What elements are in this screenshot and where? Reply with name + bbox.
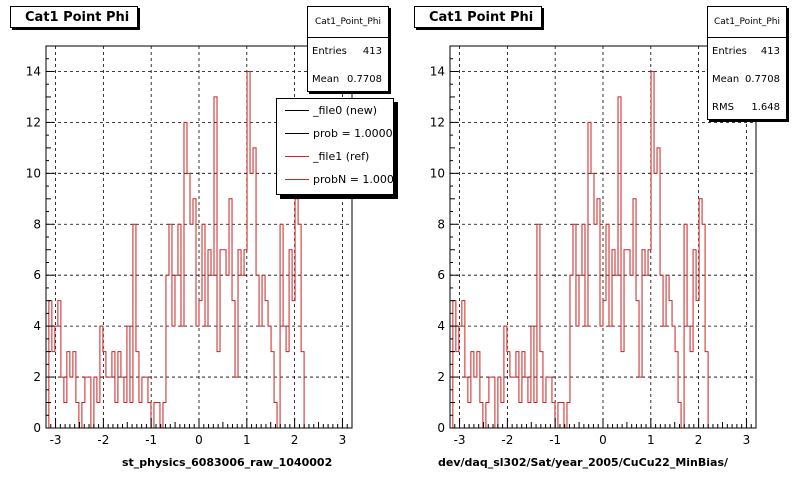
left-y-tick-label: 4 (33, 319, 41, 333)
left-chart-title: Cat1 Point Phi (10, 6, 138, 28)
left-stats-mean-row: Mean 0.7708 (308, 66, 388, 94)
legend-label-file1: _file1 (ref) (313, 150, 370, 163)
left-y-tick-label: 6 (33, 268, 41, 282)
right-y-tick-label: 10 (430, 166, 445, 180)
left-x-tick-label: -2 (97, 433, 109, 447)
legend-label-file0: _file0 (new) (313, 104, 378, 117)
left-x-axis-label: st_physics_6083006_raw_1040002 (122, 456, 333, 469)
left-stats-entries-row: Entries 413 (308, 38, 388, 66)
right-chart-title: Cat1 Point Phi (414, 6, 542, 28)
legend-entry-prob: prob = 1.000000 (277, 122, 393, 145)
left-histogram-panel: 0 2 4 6 8 10 12 14 -3 -2 -1 0 1 2 3 Cat1 Point Phi Cat… (10, 6, 394, 469)
left-legend-box: _file0 (new) prob = 1.000000 _file1 (ref… (276, 98, 394, 195)
legend-swatch-probn (285, 179, 309, 180)
right-y-tick-label: 14 (430, 64, 445, 78)
right-y-tick-label: 0 (437, 421, 445, 435)
left-y-tick-label: 10 (26, 166, 41, 180)
left-stats-mean-label: Mean (312, 74, 340, 85)
legend-entry-file0: _file0 (new) (277, 99, 393, 122)
right-stats-title: Cat1_Point_Phi (708, 7, 786, 38)
right-stats-mean-row: Mean 0.7708 (708, 66, 786, 94)
right-x-tick-label: 2 (695, 433, 703, 447)
right-x-tick-label: -1 (549, 433, 561, 447)
right-x-tick-label: -2 (501, 433, 513, 447)
left-y-tick-label: 12 (26, 115, 41, 129)
right-stats-mean-label: Mean (712, 74, 740, 85)
left-y-tick-label: 8 (33, 217, 41, 231)
left-stats-box: Cat1_Point_Phi Entries 413 Mean 0.7708 (307, 6, 389, 92)
right-histogram-series-0 (452, 70, 709, 429)
right-histogram-panel: 0 2 4 6 8 10 12 14 -3 -2 -1 0 1 2 3 Cat1 Point Phi Cat… (404, 0, 800, 480)
right-stats-entries-value: 413 (760, 46, 780, 57)
right-x-tick-label: 1 (647, 433, 655, 447)
left-stats-mean-value: 0.7708 (347, 74, 382, 85)
legend-entry-probn: probN = 1.000000 (277, 168, 393, 191)
left-stats-title: Cat1_Point_Phi (308, 7, 388, 38)
right-stats-rms-value: 1.648 (751, 102, 780, 113)
left-stats-entries-value: 413 (362, 46, 382, 57)
right-stats-box: Cat1_Point_Phi Entries 413 Mean 0.7708 R… (707, 6, 787, 120)
left-stats-entries-label: Entries (312, 46, 347, 57)
right-y-tick-label: 8 (437, 217, 445, 231)
right-stats-entries-row: Entries 413 (708, 38, 786, 66)
legend-entry-file1: _file1 (ref) (277, 145, 393, 168)
right-x-tick-label: 3 (743, 433, 751, 447)
left-x-tick-label: 3 (339, 433, 347, 447)
legend-label-probn: probN = 1.000000 (313, 173, 394, 186)
left-y-tick-label: 0 (33, 421, 41, 435)
left-y-tick-label: 2 (33, 370, 41, 384)
left-x-tick-label: 2 (291, 433, 299, 447)
left-x-tick-label: 0 (195, 433, 203, 447)
legend-label-prob: prob = 1.000000 (313, 127, 393, 140)
right-y-tick-label: 2 (437, 370, 445, 384)
left-y-tick-label: 14 (26, 64, 41, 78)
right-y-tick-label: 6 (437, 268, 445, 282)
right-stats-entries-label: Entries (712, 46, 747, 57)
right-x-tick-label: -3 (454, 433, 466, 447)
left-x-tick-label: -1 (145, 433, 157, 447)
right-y-tick-label: 12 (430, 115, 445, 129)
right-stats-rms-label: RMS (712, 102, 734, 113)
right-x-axis-label: dev/daq_sl302/Sat/year_2005/CuCu22_MinBi… (438, 456, 729, 469)
left-histogram-series-0 (48, 70, 305, 429)
left-x-tick-label: -3 (50, 433, 62, 447)
left-x-tick-label: 1 (243, 433, 251, 447)
right-y-tick-label: 4 (437, 319, 445, 333)
right-stats-rms-row: RMS 1.648 (708, 94, 786, 122)
legend-swatch-prob (285, 133, 309, 134)
legend-swatch-file0 (285, 110, 309, 111)
right-stats-mean-value: 0.7708 (745, 74, 780, 85)
right-x-tick-label: 0 (599, 433, 607, 447)
legend-swatch-file1 (285, 156, 309, 157)
